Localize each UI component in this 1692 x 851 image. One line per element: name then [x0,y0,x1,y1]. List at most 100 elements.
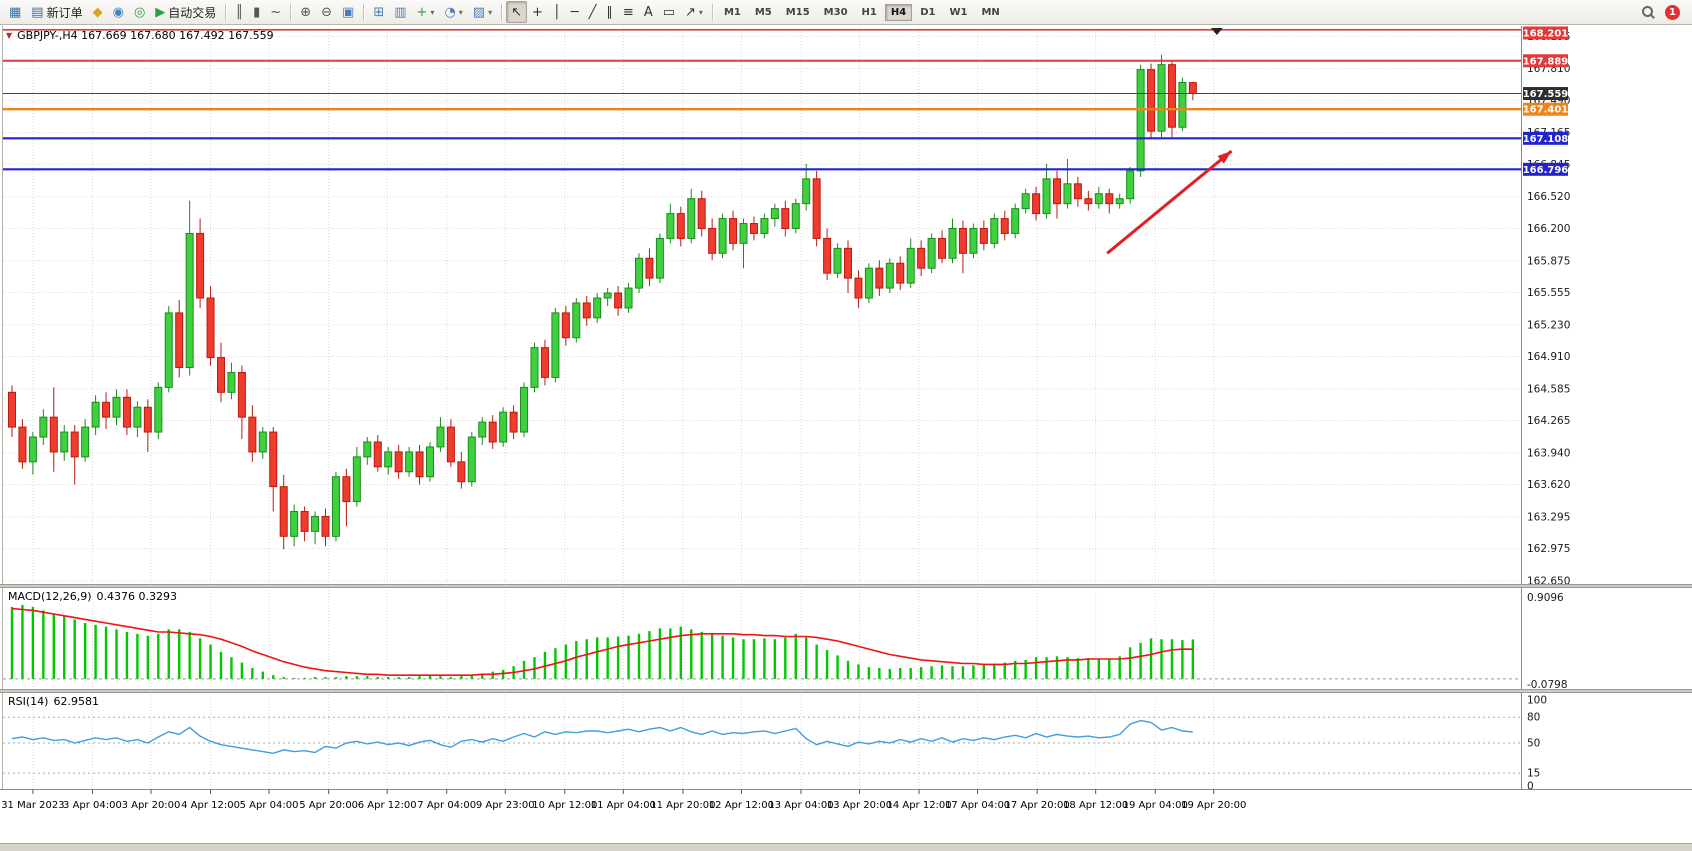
grid [3,26,1521,789]
add-indicator-button[interactable]: + ▾ [412,1,440,23]
svg-text:13 Apr 04:00: 13 Apr 04:00 [768,800,833,811]
toolbar-separator [501,3,503,21]
chevron-down-icon: ▾ [458,7,463,17]
toolbar-separator [363,3,365,21]
toolbar-separator [711,3,713,21]
shapes-tool-button[interactable]: ↗ ▾ [680,1,708,23]
label-tool-button[interactable]: ▭ [658,1,680,23]
svg-text:80: 80 [1527,712,1540,724]
horizontal-line-tool-icon: ─ [570,4,579,20]
svg-text:7 Apr 04:00: 7 Apr 04:00 [417,800,476,811]
search-icon[interactable] [1641,5,1655,19]
new-order-icon: ▤ [31,4,44,20]
rsi-scale-labels: 100 80 50 150 [1527,695,1547,793]
data-window-button[interactable]: ▥ [389,1,411,23]
channel-tool-button[interactable]: ∥ [601,1,618,23]
svg-text:17 Apr 04:00: 17 Apr 04:00 [945,800,1010,811]
timeframe-D1[interactable]: D1 [920,6,936,18]
macd-label-values: 0.4376 0.3293 [96,590,178,603]
depth-of-market-button[interactable]: ◉ [108,1,129,23]
svg-text:3 Apr 20:00: 3 Apr 20:00 [122,800,181,811]
price-scale[interactable] [1522,26,1570,789]
macd-histogram [10,605,1195,679]
zoom-in-icon: ⊕ [300,4,312,20]
svg-text:11 Apr 04:00: 11 Apr 04:00 [591,800,656,811]
zoom-out-icon: ⊖ [321,4,333,20]
svg-text:5 Apr 04:00: 5 Apr 04:00 [240,800,299,811]
timeframe-M30[interactable]: M30 [823,6,848,18]
metaeditor-icon: ◆ [92,4,103,20]
svg-text:5 Apr 20:00: 5 Apr 20:00 [299,800,358,811]
community-button[interactable]: ◎ [129,1,150,23]
candlestick-mode-icon: ▮ [253,4,261,20]
new-order-button[interactable]: ▤ 新订单 [26,1,87,23]
trendline-tool-button[interactable]: ╱ [584,1,602,23]
svg-text:165.230: 165.230 [1527,319,1570,331]
svg-text:162.975: 162.975 [1527,543,1570,555]
period-selector-button[interactable]: ◔ ▾ [439,1,467,23]
timeframe-M1[interactable]: M1 [723,6,741,18]
svg-text:18 Apr 12:00: 18 Apr 12:00 [1063,800,1128,811]
template-selector-button[interactable]: ▨ ▾ [468,1,497,23]
toolbar-right-group: 1 [1641,4,1688,20]
svg-text:167.559: 167.559 [1523,89,1569,100]
timeframe-MN[interactable]: MN [981,6,1000,18]
pane-divider-rsi[interactable] [0,689,1692,693]
tile-windows-button[interactable]: ▣ [337,1,359,23]
rsi-label: RSI(14) 62.9581 [8,695,99,708]
toolbar: ▦ ▤ 新订单 ◆ ◉ ◎ ▶ 自动交易 ║ ▮ ~ ⊕ ⊖ ▣ ⊞ ▥ + ▾ ◔ ▾ ▨ ▾ ↖ + │ ─ ╱ ∥ ≡ A ▭ ↗ ▾ M… [0,0,1692,25]
svg-text:12 Apr 12:00: 12 Apr 12:00 [709,800,774,811]
text-tool-button[interactable]: A [639,1,658,23]
price-tag-167.889: 167.889 [1523,54,1568,68]
add-indicator-icon: + [416,4,428,20]
svg-text:100: 100 [1527,695,1547,707]
price-tag-167.108: 167.108 [1523,131,1568,145]
svg-text:19 Apr 20:00: 19 Apr 20:00 [1181,800,1246,811]
period-selector-icon: ◔ [444,4,456,20]
new-chart-button[interactable]: ▦ [4,1,26,23]
price-tag-167.559: 167.559 [1523,87,1569,101]
auto-trading-button[interactable]: ▶ 自动交易 [150,1,221,23]
bar-chart-mode-button[interactable]: ║ [230,1,248,23]
vertical-line-tool-button[interactable]: │ [548,1,566,23]
navigator-button[interactable]: ⊞ [368,1,389,23]
svg-text:164.265: 164.265 [1527,415,1570,427]
line-chart-mode-icon: ~ [270,4,282,20]
svg-text:165.555: 165.555 [1527,287,1570,299]
cursor-tool-button[interactable]: ↖ [506,1,528,23]
crosshair-tool-button[interactable]: + [527,1,548,23]
bar-chart-mode-icon: ║ [235,4,244,20]
candles [8,54,1197,550]
arrow-annotation[interactable] [1106,149,1233,255]
timeframe-H4[interactable]: H4 [884,3,913,21]
pane-divider-macd[interactable] [0,584,1692,588]
fibonacci-tool-button[interactable]: ≡ [618,1,639,23]
crosshair-tool-icon: + [532,4,543,20]
timeframe-M5[interactable]: M5 [754,6,772,18]
notification-badge[interactable]: 1 [1665,4,1680,20]
trendline-tool-icon: ╱ [588,4,597,20]
community-icon: ◎ [133,4,146,20]
svg-text:3 Apr 04:00: 3 Apr 04:00 [63,800,122,811]
data-window-icon: ▥ [394,4,407,20]
chevron-down-icon: ▾ [488,7,493,17]
horizontal-line-tool-button[interactable]: ─ [566,1,584,23]
svg-text:4 Apr 12:00: 4 Apr 12:00 [181,800,240,811]
svg-text:163.940: 163.940 [1527,447,1570,459]
cursor-tool-icon: ↖ [511,4,523,20]
template-selector-icon: ▨ [472,4,486,20]
zoom-out-button[interactable]: ⊖ [316,1,337,23]
metaeditor-button[interactable]: ◆ [88,1,108,23]
time-axis[interactable] [0,790,1692,818]
svg-text:164.585: 164.585 [1527,383,1570,395]
svg-text:164.910: 164.910 [1527,351,1570,363]
chevron-down-icon: ▾ [698,7,703,17]
timeframe-H1[interactable]: H1 [861,6,877,18]
timeframe-M15[interactable]: M15 [785,6,810,18]
timeframe-W1[interactable]: W1 [949,6,968,18]
zoom-in-button[interactable]: ⊕ [295,1,316,23]
candlestick-mode-button[interactable]: ▮ [248,1,265,23]
line-chart-mode-button[interactable]: ~ [265,1,286,23]
navigator-icon: ⊞ [373,4,385,20]
